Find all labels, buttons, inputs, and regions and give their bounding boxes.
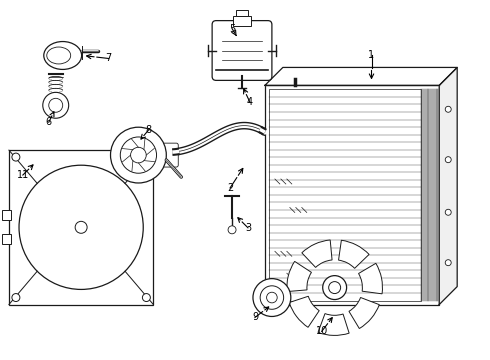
Circle shape (12, 153, 20, 161)
Wedge shape (359, 263, 383, 294)
Text: 1: 1 (368, 50, 374, 60)
Circle shape (143, 293, 150, 302)
Bar (265, 85, 439, 305)
Circle shape (253, 279, 291, 316)
Bar (2, 234, 11, 244)
Text: 3: 3 (245, 223, 251, 233)
Wedge shape (302, 240, 332, 267)
Text: 11: 11 (17, 170, 29, 180)
Text: 7: 7 (105, 54, 112, 63)
Circle shape (19, 165, 143, 289)
Ellipse shape (44, 41, 82, 69)
Bar (2, 210, 11, 220)
Wedge shape (287, 261, 312, 292)
Circle shape (228, 226, 236, 234)
Circle shape (75, 221, 87, 233)
Ellipse shape (47, 47, 71, 64)
Circle shape (445, 106, 451, 112)
Text: 2: 2 (227, 183, 233, 193)
Polygon shape (265, 67, 457, 85)
Text: 9: 9 (252, 312, 258, 323)
FancyBboxPatch shape (162, 143, 178, 167)
Circle shape (260, 286, 284, 309)
Circle shape (131, 147, 146, 163)
Bar (269, 89, 421, 301)
Text: 10: 10 (316, 327, 328, 336)
Text: 6: 6 (46, 117, 52, 127)
Circle shape (445, 209, 451, 215)
Circle shape (120, 137, 156, 173)
Circle shape (143, 153, 150, 161)
Wedge shape (349, 297, 379, 329)
Circle shape (111, 127, 166, 183)
Circle shape (267, 292, 277, 303)
Bar (236, 10, 248, 15)
Polygon shape (439, 67, 457, 305)
Bar (233, 15, 251, 26)
Circle shape (43, 92, 69, 118)
Bar (9, 150, 153, 305)
Wedge shape (318, 314, 349, 336)
Circle shape (12, 293, 20, 302)
Circle shape (323, 276, 346, 300)
Text: 8: 8 (146, 125, 151, 135)
Wedge shape (289, 296, 319, 327)
Circle shape (49, 98, 63, 112)
Text: 4: 4 (247, 97, 253, 107)
Text: 5: 5 (229, 24, 235, 33)
Circle shape (445, 260, 451, 266)
Wedge shape (339, 240, 369, 268)
Circle shape (445, 157, 451, 163)
Circle shape (329, 282, 341, 293)
FancyBboxPatch shape (212, 21, 272, 80)
